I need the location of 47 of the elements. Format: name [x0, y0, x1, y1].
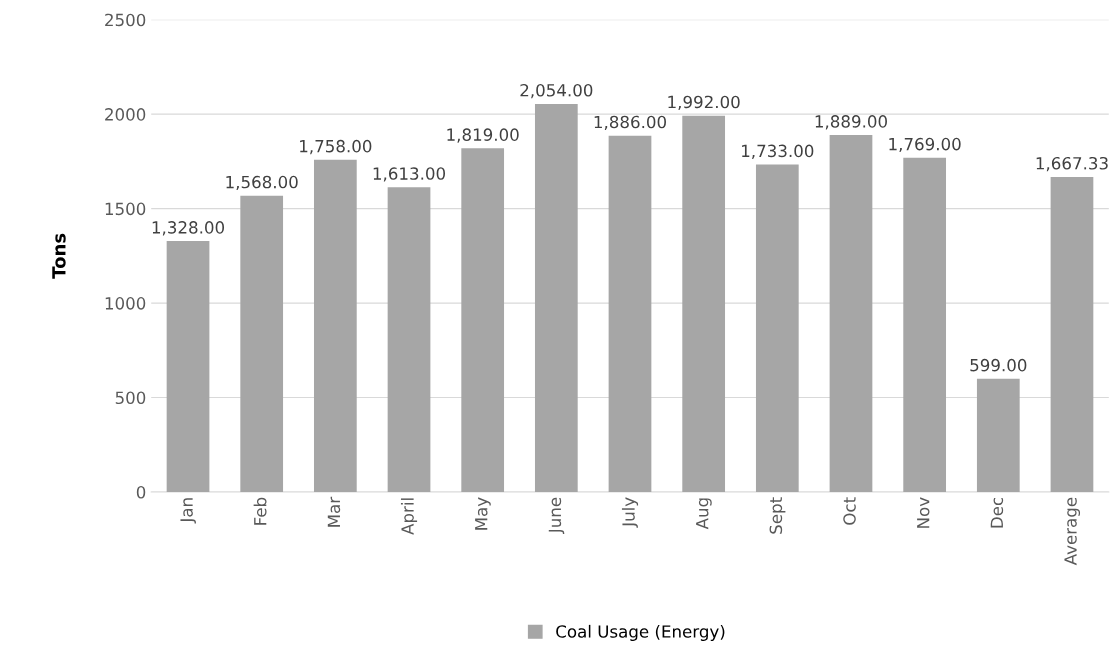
data-label: 1,992.00 [668, 95, 740, 110]
y-tick-label: 2500 [105, 13, 146, 27]
data-label: 1,667.33 [1036, 156, 1108, 172]
x-tick-label: Oct [843, 497, 856, 525]
x-tick-label: Average [1064, 497, 1081, 566]
bar [829, 135, 873, 492]
data-label: 1,889.00 [815, 115, 887, 130]
x-tick-label: June [548, 497, 565, 535]
data-label: 1,733.00 [742, 144, 814, 159]
x-tick-label: Nov [917, 497, 930, 528]
bar [240, 195, 284, 492]
bar [608, 135, 652, 492]
x-tick-label: Aug [696, 498, 712, 530]
x-tick-label: April [400, 498, 418, 535]
y-tick-label: 500 [115, 391, 146, 405]
bar [1050, 176, 1094, 492]
data-label: 1,819.00 [447, 128, 519, 143]
x-tick-label: July [621, 497, 639, 528]
data-label: 599.00 [970, 358, 1027, 372]
bar [387, 187, 431, 492]
data-label: 1,758.00 [300, 139, 372, 155]
bar [461, 148, 505, 492]
y-tick-label: 1500 [105, 202, 146, 216]
bar [976, 378, 1020, 492]
legend-label: Coal Usage (Energy) [556, 624, 725, 641]
data-label: 2,054.00 [520, 83, 593, 99]
y-tick-label: 1000 [105, 297, 146, 310]
y-tick-label: 2000 [105, 108, 146, 121]
bar [534, 103, 578, 492]
x-tick-label: Dec [990, 497, 1004, 528]
y-tick-label: 0 [136, 485, 146, 499]
bar [755, 164, 799, 492]
x-tick-label: Feb [253, 497, 267, 525]
bar [313, 159, 357, 492]
data-label: 1,613.00 [373, 167, 446, 182]
bar [682, 115, 726, 492]
data-label: 1,328.00 [152, 221, 225, 236]
data-label: 1,568.00 [226, 175, 298, 191]
x-tick-label: May [475, 497, 491, 530]
x-tick-label: Jan [180, 498, 196, 524]
data-label: 1,769.00 [889, 137, 961, 153]
x-tick-label: Mar [327, 496, 341, 527]
x-tick-label: Sept [769, 497, 786, 534]
data-label: 1,886.00 [594, 115, 666, 130]
y-axis-title: Tons [52, 233, 66, 279]
bar [903, 157, 947, 492]
bar [166, 241, 210, 492]
